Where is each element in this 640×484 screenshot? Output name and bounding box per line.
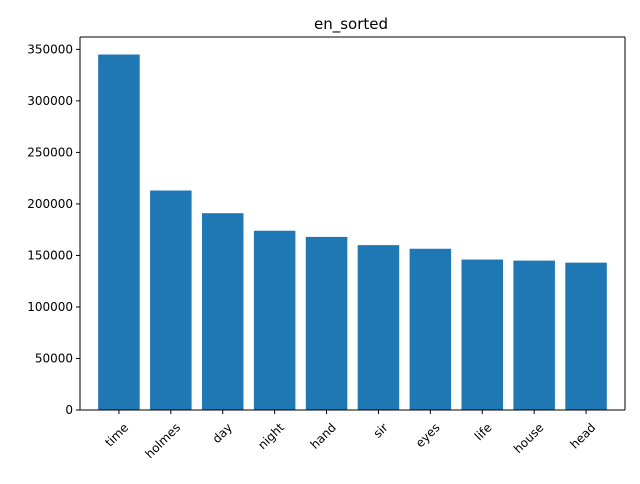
- bar-day: [201, 213, 244, 410]
- bar-head: [565, 262, 607, 410]
- y-tick-label: 250000: [27, 145, 73, 159]
- bar-hand: [305, 236, 348, 410]
- y-tick-label: 150000: [27, 248, 73, 262]
- bar-holmes: [150, 190, 192, 410]
- bar-sir: [357, 245, 400, 410]
- y-tick-label: 50000: [35, 351, 73, 365]
- bar-eyes: [409, 248, 452, 410]
- bar-life: [461, 259, 504, 410]
- y-tick-label: 350000: [27, 42, 73, 56]
- bar-night: [253, 230, 296, 410]
- y-axis-ticks: 0 50000 100000 150000 200000 250000 300000 3500…: [27, 42, 80, 417]
- y-tick-label: 0: [65, 403, 73, 417]
- y-tick-label: 300000: [27, 94, 73, 108]
- y-tick-label: 200000: [27, 197, 73, 211]
- y-tick-label: 100000: [27, 300, 73, 314]
- bar-time: [98, 54, 140, 411]
- bars-layer: [98, 54, 607, 411]
- bar-house: [513, 260, 555, 410]
- chart-title: en_sorted: [314, 15, 388, 34]
